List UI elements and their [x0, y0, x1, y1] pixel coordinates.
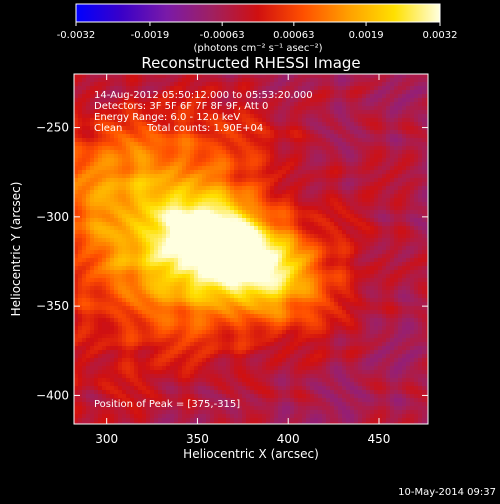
- y-tick-label: −400: [36, 388, 69, 402]
- colorbar: [76, 4, 440, 22]
- y-axis-label: Heliocentric Y (arcsec): [9, 182, 23, 317]
- y-tick-label: −250: [36, 121, 69, 135]
- chart-title: Reconstructed RHESSI Image: [141, 54, 360, 72]
- colorbar-tick-label: -0.0032: [57, 30, 96, 41]
- colorbar-tick-label: -0.0019: [131, 30, 170, 41]
- colorbar-tick-label: 0.00063: [273, 30, 314, 41]
- colorbar-ticks: -0.0032 -0.0019 -0.00063 0.00063 0.0019 0.003…: [57, 22, 458, 41]
- total-counts-label: Total counts: 1.90E+04: [146, 123, 263, 134]
- x-axis-label: Heliocentric X (arcsec): [183, 447, 319, 461]
- y-tick-label: −300: [36, 210, 69, 224]
- colorbar-tick-label: 0.0019: [349, 30, 384, 41]
- y-tick-label: −350: [36, 299, 69, 313]
- time-range-label: 14-Aug-2012 05:50:12.000 to 05:53:20.000: [94, 90, 313, 101]
- x-tick-label: 400: [277, 432, 300, 446]
- colorbar-tick-label: 0.0032: [423, 30, 458, 41]
- energy-range-label: Energy Range: 6.0 - 12.0 keV: [94, 112, 240, 123]
- colorbar-tick-label: -0.00063: [200, 30, 245, 41]
- x-tick-label: 350: [186, 432, 209, 446]
- colorbar-units: (photons cm⁻² s⁻¹ asec⁻²): [193, 43, 322, 54]
- footer-timestamp: 10-May-2014 09:37: [398, 487, 496, 498]
- method-label: Clean: [94, 123, 122, 134]
- x-tick-label: 300: [95, 432, 118, 446]
- x-tick-label: 450: [368, 432, 391, 446]
- peak-position-label: Position of Peak = [375,-315]: [94, 399, 240, 410]
- detectors-label: Detectors: 3F 5F 6F 7F 8F 9F, Att 0: [94, 101, 268, 112]
